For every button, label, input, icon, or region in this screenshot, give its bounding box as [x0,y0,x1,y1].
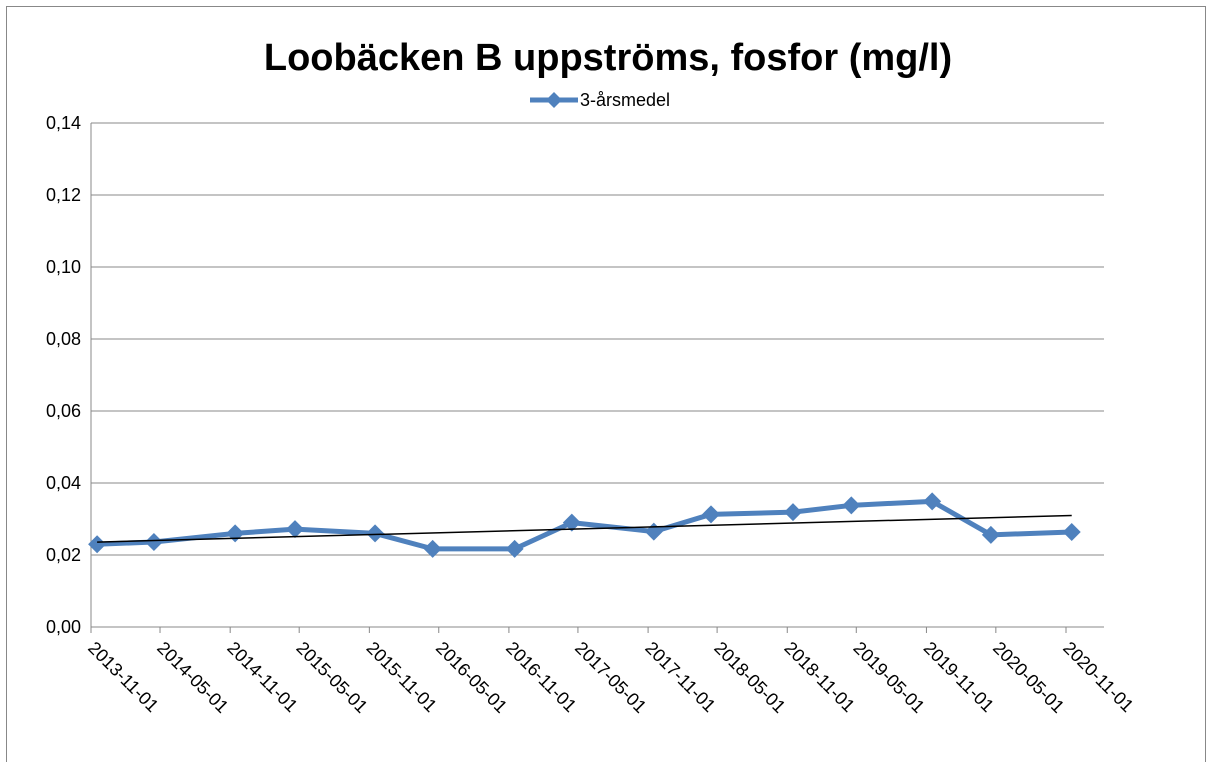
chart-border [6,6,1206,762]
y-tick-label: 0,12 [46,185,81,205]
y-tick-label: 0,02 [46,545,81,565]
point-marker [144,533,163,552]
y-tick-label: 0,00 [46,617,81,637]
legend-marker [546,92,562,108]
point-marker [702,505,721,524]
trendline [97,514,1072,543]
y-tick-label: 0,14 [46,113,81,133]
point-marker [981,525,1000,544]
legend-label: 3-årsmedel [580,90,670,110]
point-marker [285,520,304,539]
point-marker [842,496,861,515]
point-marker [505,539,524,558]
point-marker [783,503,802,522]
point-marker [423,539,442,558]
y-tick-label: 0,04 [46,473,81,493]
y-tick-label: 0,06 [46,401,81,421]
point-marker [1062,522,1081,541]
point-marker [366,524,385,543]
point-marker [923,492,942,511]
y-tick-label: 0,10 [46,257,81,277]
point-marker [562,513,581,532]
y-tick-label: 0,08 [46,329,81,349]
chart-title: Loobäcken B uppströms, fosfor (mg/l) [264,37,952,79]
point-marker [88,535,107,554]
